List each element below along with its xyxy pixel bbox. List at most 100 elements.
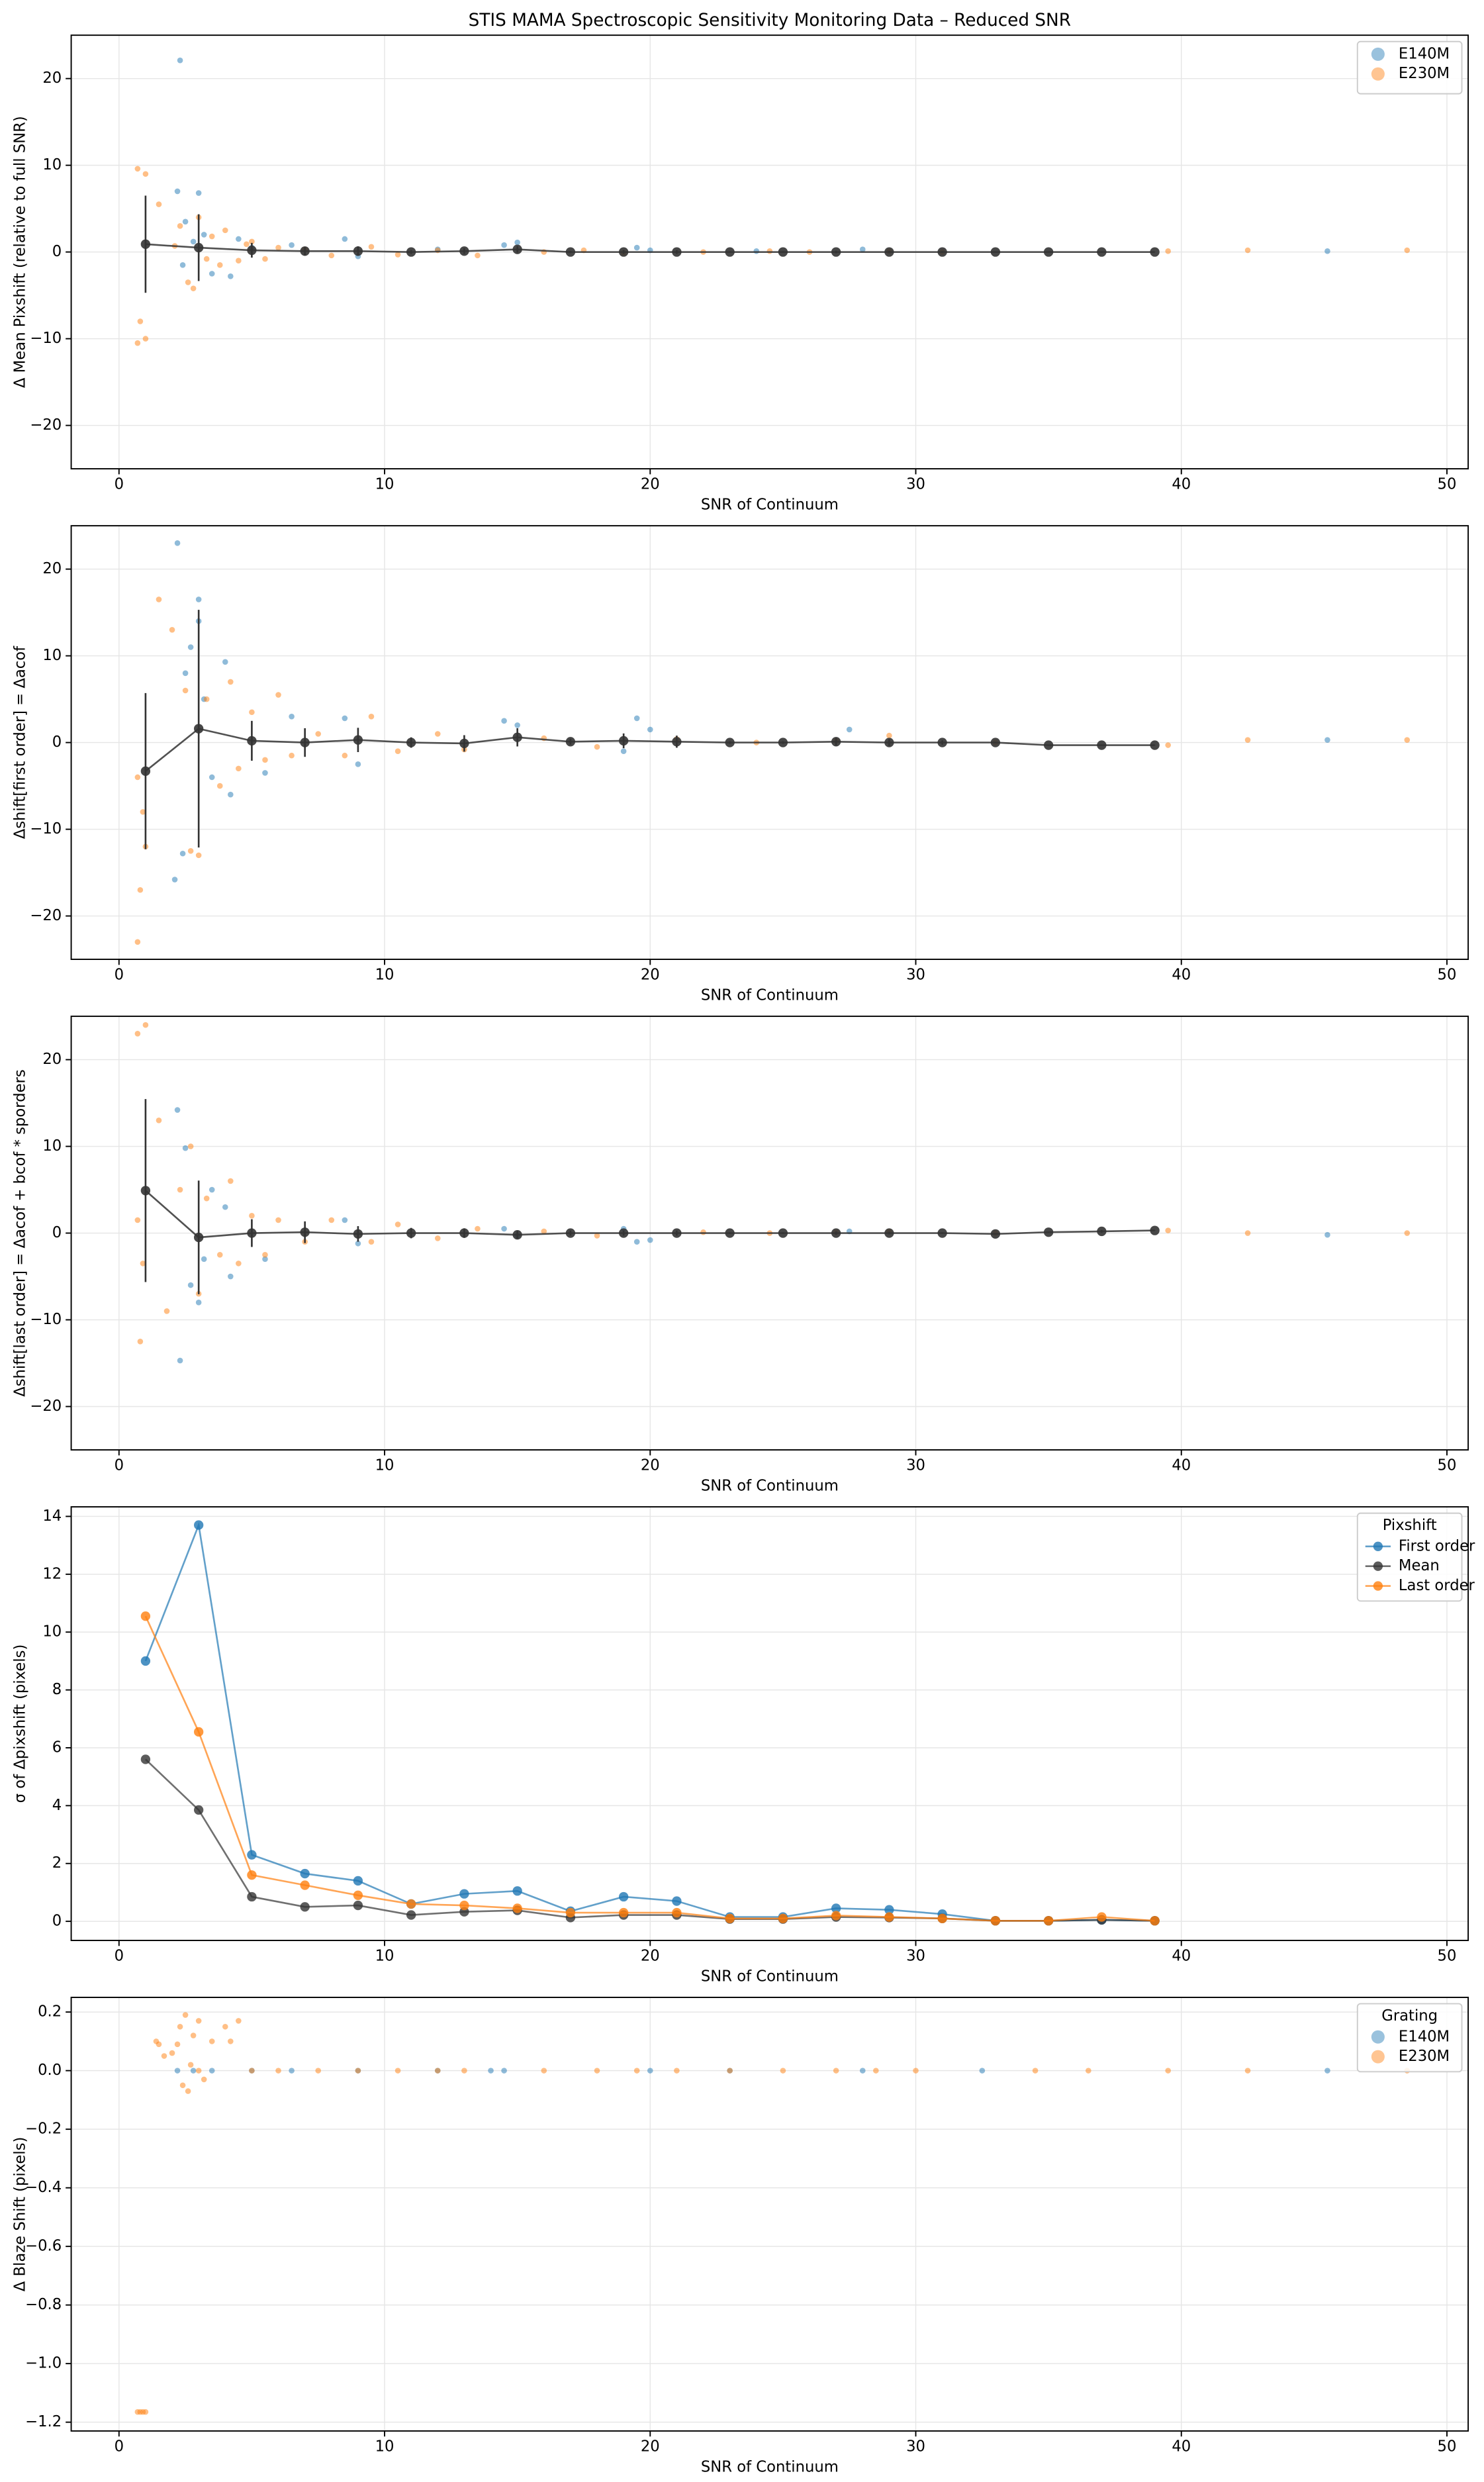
- scatter-point: [249, 2068, 255, 2074]
- line-point: [459, 1900, 469, 1911]
- scatter-point: [633, 1239, 640, 1245]
- scatter-point: [174, 188, 181, 195]
- scatter-point: [275, 1217, 281, 1223]
- y-axis-label: Δ Blaze Shift (pixels): [12, 2137, 29, 2292]
- series-line: [145, 1190, 1155, 1239]
- scatter-point: [182, 687, 189, 694]
- mean-point: [831, 737, 841, 747]
- scatter-point: [434, 2068, 441, 2074]
- mean-point: [672, 247, 682, 257]
- scatter-point: [1404, 1230, 1411, 1236]
- line-point: [512, 1886, 522, 1896]
- scatter-point: [142, 171, 149, 177]
- scatter-point: [134, 774, 141, 781]
- mean-point: [937, 247, 947, 257]
- line-point: [140, 1656, 151, 1666]
- scatter-point: [142, 2409, 149, 2415]
- scatter-point: [315, 731, 322, 737]
- x-tick-label: 10: [375, 1947, 394, 1964]
- scatter-point: [179, 2082, 186, 2089]
- scatter-point: [195, 2068, 202, 2074]
- subplot: 0 10 20 30 40 50 0 2 4 6 8 10 12 14 SNR of Continuum σ …: [12, 1506, 1475, 1985]
- mean-point: [512, 1229, 522, 1240]
- scatter-point: [187, 1282, 194, 1288]
- line-point: [672, 1907, 682, 1918]
- scatter-point: [195, 597, 202, 602]
- subplot: 0 10 20 30 40 50 −1.2 −1.0 −0.8 −0.6 −0.4 −0.2 0.0 0.…: [12, 1997, 1469, 2475]
- scatter-point: [177, 1357, 183, 1364]
- scatter-point: [342, 715, 348, 722]
- scatter-point: [203, 256, 210, 262]
- scatter-point: [209, 271, 215, 277]
- y-tick-label: 20: [42, 1051, 62, 1068]
- scatter-point: [315, 2068, 322, 2074]
- x-axis-label: SNR of Continuum: [701, 497, 839, 514]
- scatter-point: [249, 1213, 255, 1219]
- scatter-point: [190, 238, 197, 245]
- legend-box: [1356, 2003, 1463, 2073]
- scatter-point: [262, 757, 268, 763]
- legend-marker: [1373, 1541, 1383, 1551]
- scatter-point: [727, 2068, 733, 2074]
- scatter-point: [177, 2023, 183, 2030]
- scatter-point: [190, 2068, 197, 2074]
- line-point: [300, 1880, 310, 1890]
- x-tick-label: 30: [906, 966, 925, 983]
- line-point: [831, 1903, 841, 1913]
- scatter-point: [187, 644, 194, 650]
- legend-marker: [1373, 1561, 1383, 1571]
- scatter-point: [190, 285, 197, 291]
- scatter-point: [228, 679, 234, 685]
- scatter-point: [262, 1256, 268, 1263]
- y-tick-label: −10: [30, 820, 62, 837]
- y-tick-label: 12: [42, 1565, 62, 1582]
- mean-point: [831, 1228, 841, 1238]
- scatter-point: [633, 244, 640, 251]
- scatter-point: [216, 1251, 223, 1258]
- scatter-point: [913, 2068, 919, 2074]
- scatter-point: [216, 262, 223, 268]
- mean-point: [140, 239, 151, 250]
- scatter-point: [142, 336, 149, 342]
- legend-box: [1356, 1512, 1463, 1602]
- y-tick-label: 20: [42, 560, 62, 577]
- scatter-point: [488, 2068, 494, 2074]
- x-tick-label: 40: [1172, 966, 1191, 983]
- scatter-point: [209, 233, 215, 240]
- mean-point: [193, 242, 204, 253]
- mean-point: [831, 247, 841, 257]
- line-point: [353, 1890, 363, 1900]
- scatter-point: [859, 2068, 866, 2074]
- legend-marker: [1373, 1581, 1383, 1591]
- scatter-point: [228, 2038, 234, 2044]
- scatter-point: [179, 850, 186, 857]
- y-tick-label: −10: [30, 1311, 62, 1328]
- mean-point: [565, 247, 576, 257]
- scatter-point: [394, 252, 401, 258]
- scatter-point: [244, 241, 250, 248]
- mean-point: [1043, 247, 1054, 257]
- scatter-point: [182, 670, 189, 677]
- line-point: [300, 1868, 310, 1879]
- scatter-point: [137, 318, 144, 324]
- mean-point: [884, 1228, 894, 1238]
- x-tick-label: 40: [1172, 2438, 1191, 2455]
- y-tick-label: 8: [52, 1681, 62, 1698]
- mean-point: [193, 724, 204, 734]
- scatter-point: [156, 201, 162, 207]
- x-tick-label: 30: [906, 1456, 925, 1474]
- scatter-point: [249, 238, 255, 245]
- x-tick-label: 0: [115, 475, 124, 493]
- mean-point: [353, 735, 363, 745]
- mean-point: [778, 738, 788, 747]
- scatter-point: [203, 1195, 210, 1202]
- line-point: [990, 1916, 1001, 1926]
- scatter-point: [262, 770, 268, 776]
- y-tick-label: 0: [52, 1224, 62, 1241]
- y-tick-label: −0.4: [25, 2179, 62, 2196]
- mean-point: [300, 246, 310, 256]
- x-tick-label: 50: [1438, 1456, 1457, 1474]
- line-point: [193, 1805, 204, 1815]
- series-line: [145, 728, 1155, 772]
- scatter-point: [177, 57, 183, 64]
